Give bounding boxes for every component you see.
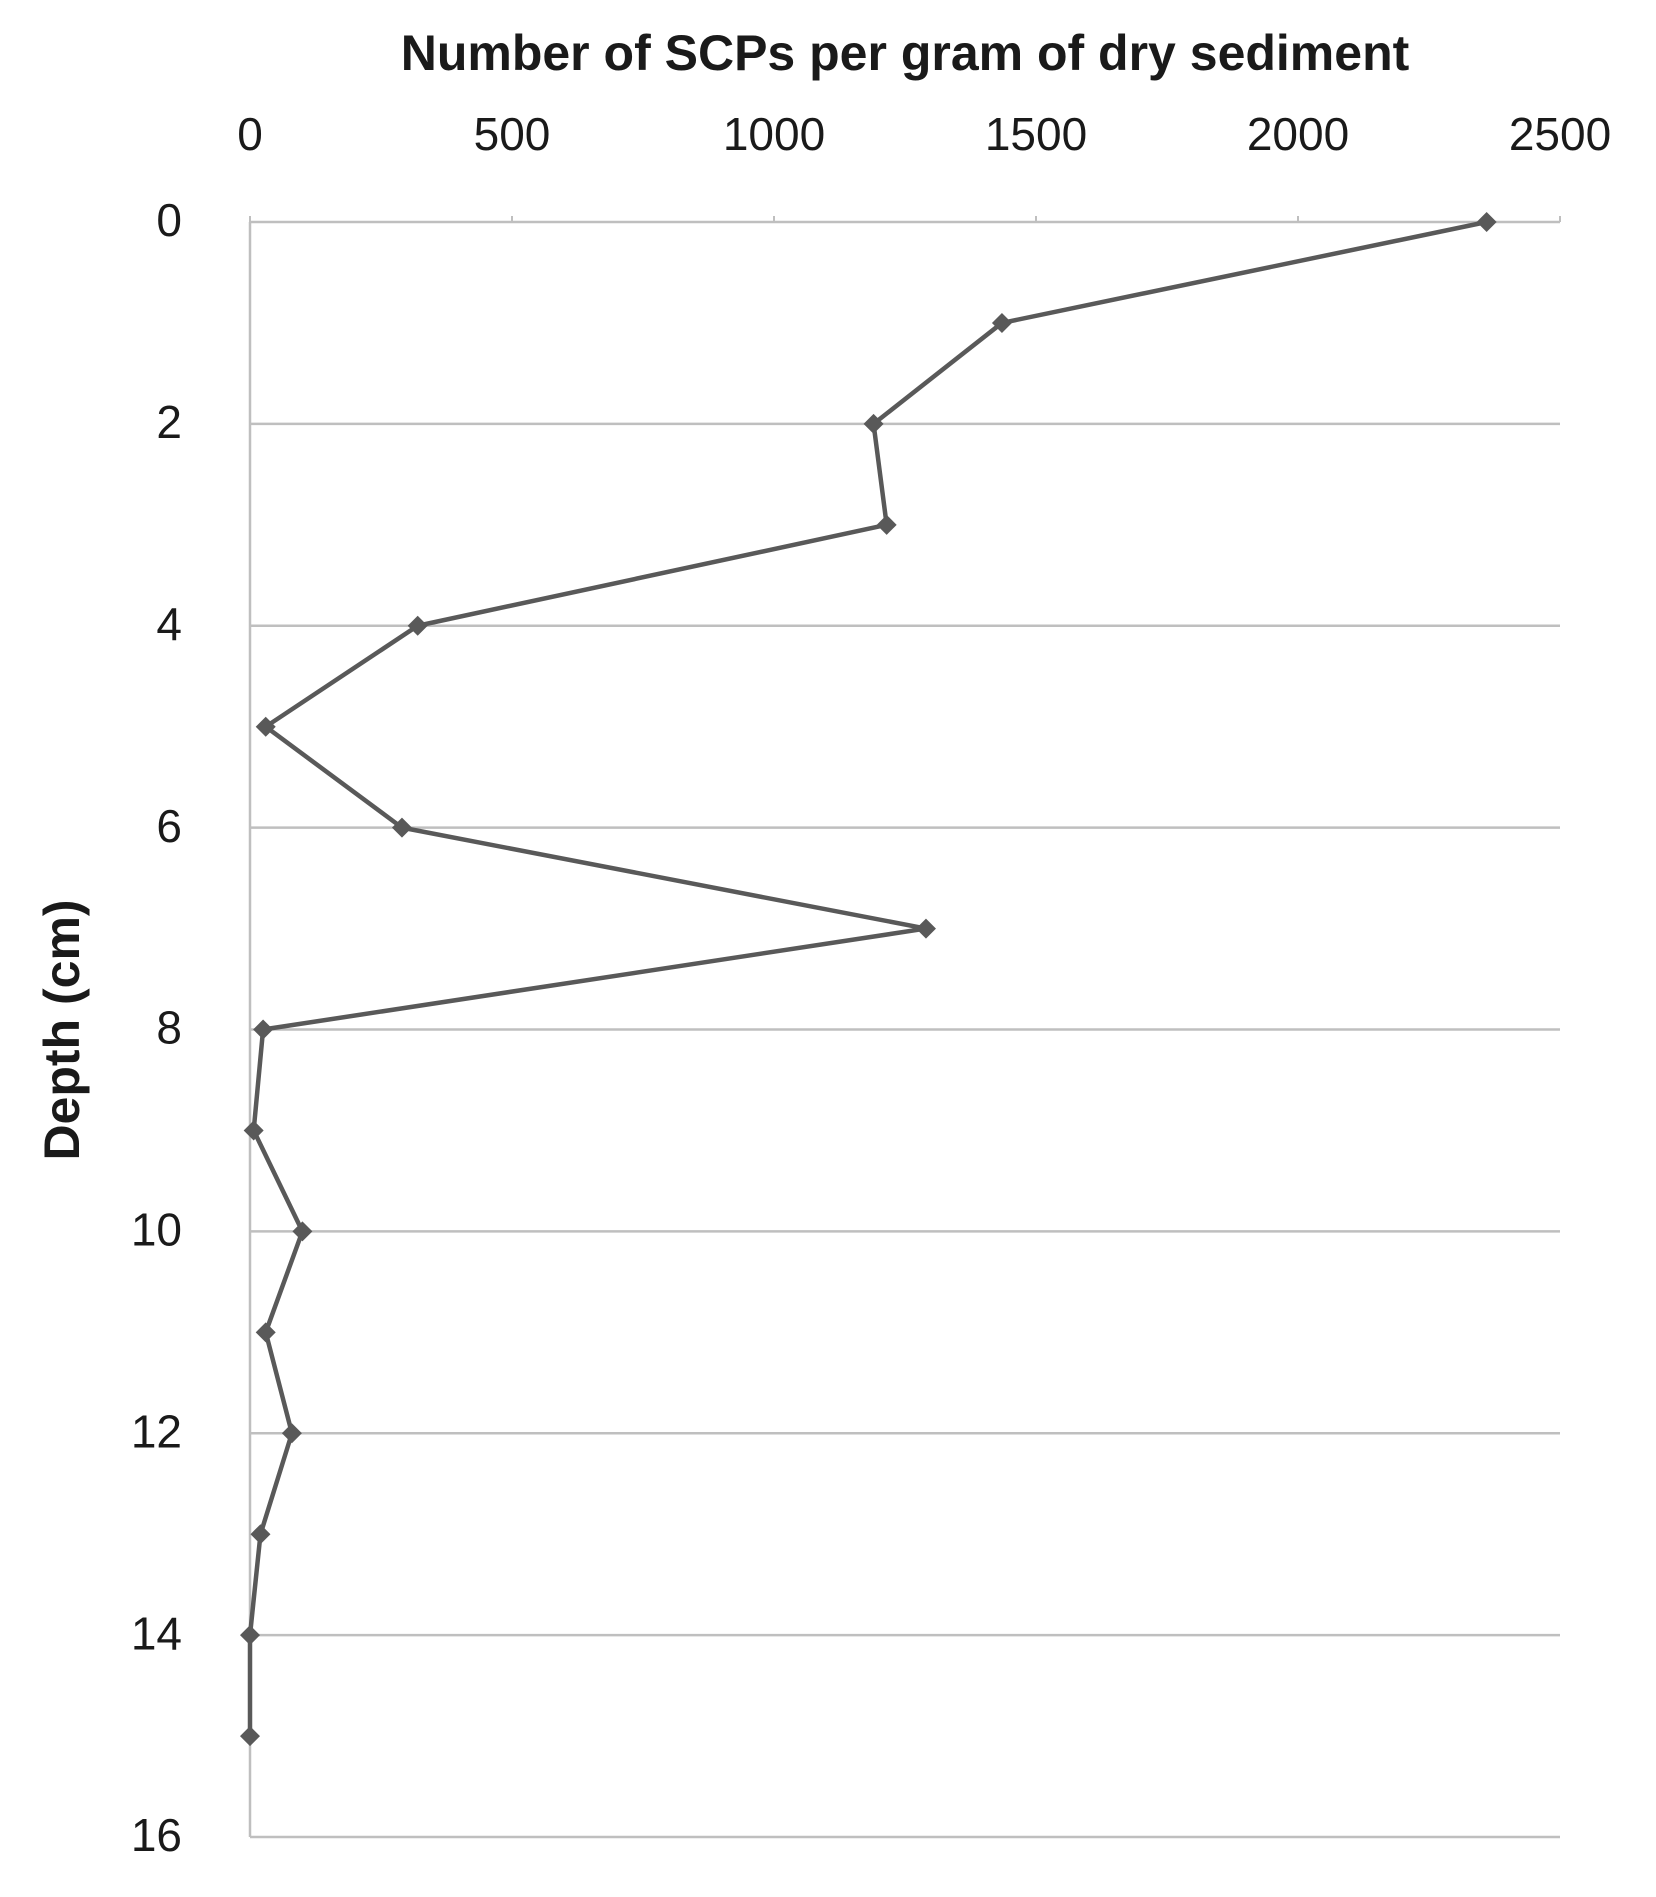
data-point — [243, 1120, 264, 1141]
data-point — [391, 817, 412, 838]
y-axis-label: Depth (cm) — [34, 899, 90, 1160]
x-tick-label: 1500 — [985, 108, 1087, 160]
x-tick-label: 0 — [237, 108, 263, 160]
y-tick-label: 0 — [156, 194, 182, 246]
y-tick-label: 6 — [156, 800, 182, 852]
data-point — [292, 1221, 313, 1242]
y-tick-label: 8 — [156, 1002, 182, 1054]
y-tick-label: 16 — [131, 1809, 182, 1861]
y-tick-label: 12 — [131, 1405, 182, 1457]
x-tick-label: 2500 — [1509, 108, 1611, 160]
data-point — [240, 1726, 260, 1747]
data-point — [250, 1524, 271, 1545]
data-point — [863, 413, 884, 434]
y-tick-label: 2 — [156, 396, 182, 448]
data-point — [876, 514, 897, 535]
x-tick-label: 1000 — [723, 108, 825, 160]
data-point — [915, 918, 936, 939]
data-point — [255, 716, 276, 737]
data-point — [991, 312, 1012, 333]
y-tick-label: 4 — [156, 598, 182, 650]
data-point — [1476, 212, 1497, 232]
x-tick-label: 2000 — [1247, 108, 1349, 160]
chart-title: Number of SCPs per gram of dry sediment — [401, 25, 1410, 81]
data-point — [281, 1423, 302, 1444]
x-tick-label: 500 — [474, 108, 551, 160]
data-point — [240, 1625, 260, 1646]
data-point — [253, 1019, 274, 1040]
data-point — [407, 615, 428, 636]
data-point — [255, 1322, 276, 1343]
y-tick-label: 10 — [131, 1204, 182, 1256]
data-line — [247, 219, 1488, 1737]
y-tick-label: 14 — [131, 1607, 182, 1659]
